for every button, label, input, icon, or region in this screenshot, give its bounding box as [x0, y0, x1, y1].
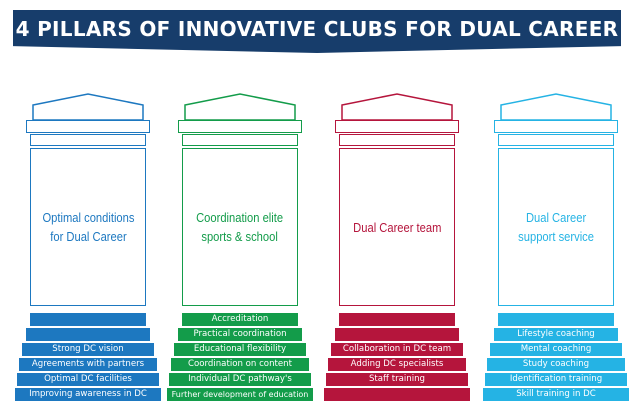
page-title: 4 PILLARS OF INNOVATIVE CLUBS FOR DUAL C… — [15, 17, 619, 41]
pillar-step-4: Study coaching — [487, 358, 625, 371]
pillar-step-6: Improving awareness in DC — [15, 388, 161, 401]
pillar-step-2: Lifestyle coaching — [494, 328, 618, 341]
pillar-step-4: Adding DC specialists — [328, 358, 466, 371]
pillar-step-4: Coordination on content — [171, 358, 309, 371]
pillar-optimal-conditions: Optimal conditions for Dual Career Stron… — [15, 92, 161, 403]
pillar-step-4: Agreements with partners — [19, 358, 157, 371]
pillar-roof-icon — [341, 93, 453, 121]
pillar-step-1: Accreditation — [182, 313, 298, 326]
pillar-step-1 — [339, 313, 455, 326]
capital-band-lower — [339, 134, 455, 146]
pillar-step-6: Further development of education — [167, 388, 313, 401]
capital-band-lower — [30, 134, 146, 146]
pillar-step-3: Mental coaching — [490, 343, 622, 356]
capital-band-upper — [494, 120, 618, 133]
pillar-coordination: Coordination elite sports & school Accre… — [167, 92, 313, 403]
capital-band-lower — [182, 134, 298, 146]
pillar-step-1 — [498, 313, 614, 326]
pillar-step-5: Staff training — [326, 373, 468, 386]
pillar-step-6: Skill training in DC — [483, 388, 629, 401]
pillar-label: Coordination elite sports & school — [196, 210, 284, 244]
pillar-step-3: Educational flexibility — [174, 343, 306, 356]
pillar-step-3: Collaboration in DC team — [331, 343, 463, 356]
pillar-support-service: Dual Career support service Lifestyle co… — [483, 92, 629, 403]
pillar-step-5: Optimal DC facilities — [17, 373, 159, 386]
title-banner: 4 PILLARS OF INNOVATIVE CLUBS FOR DUAL C… — [13, 10, 621, 53]
pillar-label: Optimal conditions for Dual Career — [42, 210, 134, 244]
capital-band-upper — [178, 120, 302, 133]
pillar-shaft: Coordination elite sports & school — [182, 148, 298, 306]
pillar-step-2 — [26, 328, 150, 341]
pillar-dual-career-team: Dual Career team Collaboration in DC tea… — [324, 92, 470, 403]
pillar-label: Dual Career team — [352, 219, 442, 235]
pillar-step-1 — [30, 313, 146, 326]
pillar-step-5: Identification training — [485, 373, 627, 386]
pillar-shaft: Dual Career support service — [498, 148, 614, 306]
pillar-step-3: Strong DC vision — [22, 343, 154, 356]
pillar-step-6 — [324, 388, 470, 401]
capital-band-upper — [26, 120, 150, 133]
pillar-step-2: Practical coordination — [178, 328, 302, 341]
pillar-roof-icon — [32, 93, 144, 121]
pillar-shaft: Dual Career team — [339, 148, 455, 306]
pillar-step-5: Individual DC pathway's — [169, 373, 311, 386]
pillar-label: Dual Career support service — [518, 210, 594, 244]
pillar-step-2 — [335, 328, 459, 341]
pillar-roof-icon — [184, 93, 296, 121]
capital-band-lower — [498, 134, 614, 146]
pillar-roof-icon — [500, 93, 612, 121]
capital-band-upper — [335, 120, 459, 133]
pillar-shaft: Optimal conditions for Dual Career — [30, 148, 146, 306]
